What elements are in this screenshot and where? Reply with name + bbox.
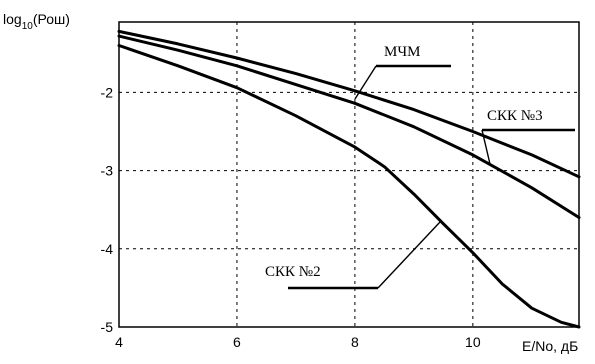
series-line-2 — [117, 44, 581, 329]
y-axis-label: log10(Рош) — [3, 11, 70, 32]
grid-lines — [119, 22, 579, 327]
y-tick-label: -4 — [101, 241, 114, 257]
series-line-0 — [117, 29, 581, 179]
x-tick-label: 6 — [233, 334, 241, 350]
label-series-0: МЧМ — [384, 44, 420, 60]
tick-labels: 4 6 8 10 -2 -3 -4 -5 — [101, 84, 481, 350]
series-lines — [117, 29, 581, 329]
leader-series-1 — [481, 129, 491, 165]
series-line-1 — [117, 34, 581, 219]
series-annotations: МЧМ СКК №3 СКК №2 — [265, 44, 575, 290]
y-tick-label: -5 — [101, 319, 114, 335]
plot-frame — [118, 21, 580, 328]
y-tick-label: -3 — [101, 163, 114, 179]
x-tick-label: 4 — [115, 334, 123, 350]
leader-series-0 — [354, 65, 377, 100]
y-tick-label: -2 — [101, 84, 114, 100]
x-tick-label: 8 — [351, 334, 359, 350]
x-tick-label: 10 — [465, 334, 481, 350]
label-series-2: СКК №2 — [265, 264, 321, 280]
label-series-1: СКК №3 — [487, 108, 543, 124]
x-axis-label: E/No, дБ — [522, 338, 578, 354]
leader-series-2 — [377, 221, 441, 289]
